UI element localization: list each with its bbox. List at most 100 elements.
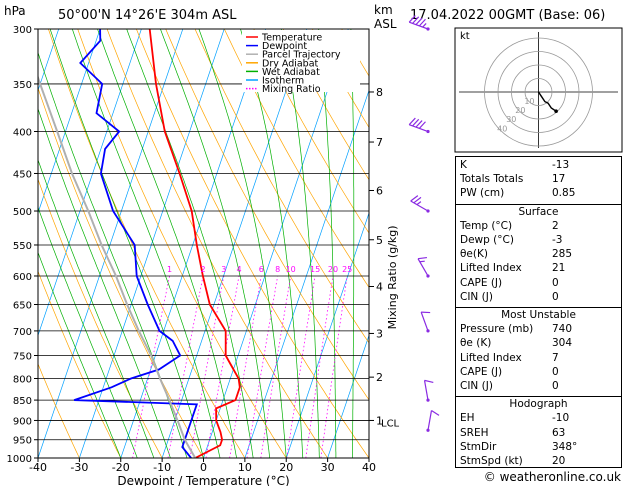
- dry-adiabat-line: [194, 29, 369, 344]
- wind-barb-feather: [419, 260, 425, 263]
- surface-row: Temp (°C) 2: [456, 220, 621, 234]
- dry-adiabat-line: [253, 29, 369, 234]
- index-value: 21: [552, 262, 566, 275]
- index-label: Pressure (mb): [460, 323, 534, 336]
- legend-label: Dewpoint: [262, 41, 307, 52]
- index-label: CAPE (J): [460, 276, 503, 289]
- wind-barb-staff: [410, 200, 429, 212]
- wind-barb: [408, 117, 430, 134]
- surface-row: CIN (J) 0: [456, 291, 621, 305]
- wind-barb-feather: [410, 195, 419, 202]
- index-value: 0: [552, 380, 559, 392]
- legend-label: Temperature: [261, 33, 322, 44]
- dry-adiabat-line: [48, 29, 246, 458]
- wet-adiabat-line: [160, 29, 271, 458]
- index-separator: [456, 203, 621, 205]
- hodograph-title: Hodograph: [509, 398, 568, 411]
- isotherm-line: [161, 29, 308, 458]
- isotherm-line: [79, 29, 225, 458]
- temperature-tick-label: -20: [112, 461, 130, 474]
- hodograph-ring: [497, 51, 580, 133]
- dry-adiabat-line: [282, 29, 369, 181]
- index-label: θe(K): [460, 248, 488, 261]
- pressure-tick-label: 650: [13, 301, 32, 312]
- surface-row: CAPE (J) 0: [456, 277, 621, 291]
- isotherm-line: [327, 334, 369, 458]
- legend-label: Dry Adiabat: [262, 58, 319, 69]
- hodograph-trace: [537, 91, 557, 112]
- index-value: 17: [552, 173, 566, 186]
- mixing-ratio-line: [189, 275, 225, 458]
- index-value: 0.85: [552, 187, 576, 200]
- mixing-ratio-label: 1: [167, 265, 172, 274]
- wind-barb-staff: [420, 311, 429, 332]
- wind-barb-staff: [409, 21, 429, 30]
- pressure-tick-label: 500: [13, 207, 32, 218]
- hodograph-row: EH -10: [456, 412, 621, 426]
- wind-barb: [410, 195, 430, 213]
- index-label: K: [460, 159, 467, 171]
- temperature-tick-label: 10: [238, 461, 252, 474]
- wind-barb: [408, 15, 430, 31]
- dewpoint-line: [73, 29, 199, 458]
- surface-title: Surface: [518, 205, 559, 218]
- wind-barb-staff: [409, 124, 429, 133]
- index-value: 0: [552, 276, 559, 289]
- isotherm-line: [120, 29, 266, 458]
- temperature-line: [148, 29, 241, 458]
- wind-barb-feather: [418, 18, 426, 27]
- index-label: SREH: [460, 426, 489, 439]
- wind-barb: [426, 410, 440, 432]
- wind-barb-feather: [422, 23, 427, 28]
- height-tick-label: 2: [376, 371, 383, 384]
- mixing-ratio-label: 25: [342, 265, 352, 274]
- mixing-ratio-label: 2: [201, 265, 206, 274]
- temperature-tick-label: 20: [279, 461, 293, 474]
- index-label: StmDir: [460, 440, 497, 453]
- index-value: 63: [552, 426, 566, 439]
- wind-barb-feather: [412, 118, 420, 127]
- pressure-tick-label: 350: [13, 80, 32, 91]
- wet-adiabat-line: [49, 29, 204, 458]
- wind-barb-feather: [431, 410, 440, 416]
- datetime-title: 17.04.2022 00GMT (Base: 06): [410, 8, 606, 23]
- isotherm-line: [38, 29, 184, 458]
- wind-barb-staff: [427, 410, 433, 431]
- wind-barb-feather: [415, 17, 423, 26]
- most-unstable-title: Most Unstable: [501, 309, 576, 321]
- dry-adiabat-line: [136, 29, 369, 458]
- pressure-tick-label: 950: [13, 436, 32, 447]
- wind-barb-base: [426, 209, 430, 213]
- mixing-ratio-label: 3: [221, 265, 226, 274]
- temperature-tick-label: 30: [321, 461, 335, 474]
- height-tick-label: 4: [376, 281, 383, 294]
- hodograph-row: StmSpd (kt) 20: [456, 455, 621, 469]
- surface-row: Lifted Index 21: [456, 262, 621, 276]
- index-value: -13: [552, 159, 570, 171]
- index-separator: [456, 307, 621, 308]
- index-label: Totals Totals: [460, 173, 524, 186]
- parcel-trajectory-line: [38, 74, 197, 458]
- index-label: CAPE (J): [460, 365, 503, 378]
- legend-label: Isotherm: [262, 76, 304, 87]
- pressure-tick-label: 900: [13, 416, 32, 427]
- mixing-ratio-label: 10: [286, 265, 296, 274]
- hodograph-ring: [511, 64, 566, 120]
- wind-barb-base: [426, 274, 430, 278]
- wind-barb-feather: [418, 121, 426, 129]
- dry-adiabat-line: [77, 29, 287, 458]
- mixing-ratio-label: 20: [328, 265, 338, 274]
- dry-adiabat-line: [223, 29, 369, 289]
- pressure-tick-label: 300: [13, 25, 32, 36]
- hodograph-ring-label: 20: [515, 106, 525, 115]
- temperature-tick-label: -10: [153, 461, 171, 474]
- index-label: EH: [460, 412, 475, 425]
- hodograph-ring-label: 40: [497, 124, 507, 133]
- index-value: 348°: [552, 440, 578, 453]
- legend-label: Wet Adiabat: [262, 67, 320, 78]
- index-label: Lifted Index: [460, 262, 522, 275]
- hpa-label: hPa: [4, 4, 26, 18]
- isotherm-line: [285, 211, 369, 458]
- wind-barb-feather: [412, 16, 420, 24]
